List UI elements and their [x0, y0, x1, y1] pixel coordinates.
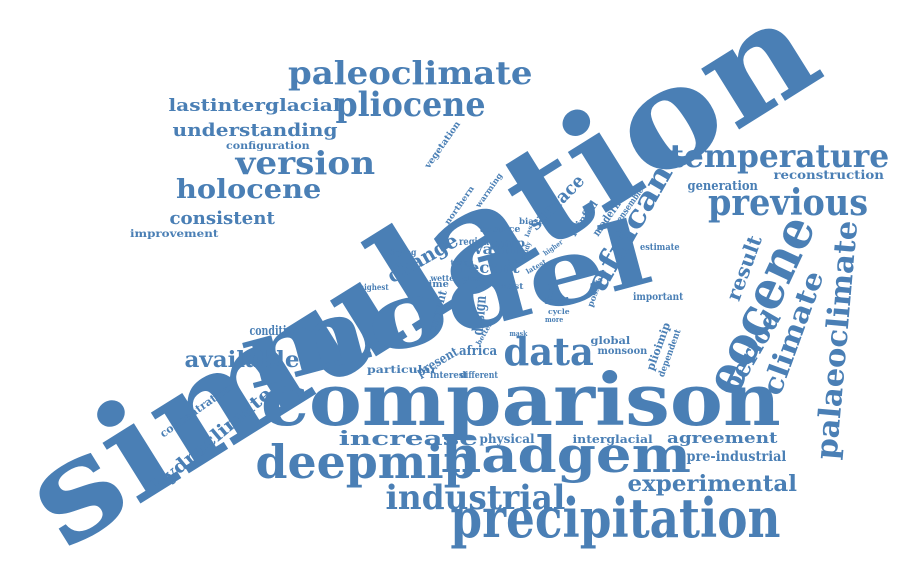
word-time: time	[423, 279, 449, 290]
word-version: version	[234, 144, 375, 182]
word-palaeoclimate: palaeoclimate	[809, 219, 866, 461]
word-improvement: improvement	[129, 229, 219, 240]
word-deepmip: deepmip	[255, 435, 476, 489]
word-agreement: agreement	[666, 428, 778, 447]
word-important: important	[633, 292, 684, 303]
word-estimate: estimate	[639, 242, 680, 253]
word-cycle: cycle	[548, 306, 570, 316]
word-generation: generation	[687, 178, 758, 194]
word-particular: particular	[366, 365, 438, 376]
word-hadgem: hadgem	[439, 425, 691, 484]
word-mask: mask	[508, 328, 527, 338]
word-understanding: understanding	[172, 120, 338, 141]
word-most: most	[498, 281, 524, 291]
word-different: different	[459, 370, 499, 381]
word-highest: highest	[358, 282, 389, 292]
word-use: use	[508, 258, 522, 265]
word-data: data	[502, 329, 594, 374]
word-monsoon: monsoon	[597, 346, 647, 357]
word-region: region	[459, 237, 490, 248]
word-lastinterglacial: lastinterglacial	[168, 95, 340, 116]
word-pmip: pmip	[488, 236, 526, 250]
word-pliocene: pliocene	[334, 85, 485, 125]
word-more: more	[545, 314, 564, 324]
word-africa: africa	[459, 343, 498, 359]
word-wetter: wetter	[429, 273, 458, 283]
word-pre-industrial: pre-industrial	[686, 449, 786, 465]
word-configuration: configuration	[226, 141, 310, 152]
word-today: today	[449, 257, 473, 267]
word-temperature: temperature	[668, 137, 889, 175]
word-holocene: holocene	[175, 175, 321, 205]
word-experimental: experimental	[627, 471, 797, 497]
word-auspice: auspice	[479, 224, 521, 235]
word-consistent: consistent	[169, 208, 275, 229]
word-industrial: industrial	[384, 478, 565, 518]
word-precipitation: precipitation	[449, 486, 780, 550]
word-increase: increase	[338, 426, 478, 450]
word-reconstruction: reconstruction	[772, 168, 884, 182]
word-interglacial: interglacial	[571, 432, 653, 446]
word-warm: warm	[467, 242, 519, 258]
word-previous: previous	[708, 182, 869, 224]
word-clear: clear	[462, 273, 488, 283]
word-condition: condition	[249, 323, 300, 339]
word-recent: recent	[460, 258, 520, 277]
word-physical: physical	[479, 432, 535, 446]
word-interest: interest	[429, 370, 468, 381]
word-level: level	[544, 296, 570, 307]
word-global: global	[590, 336, 630, 347]
word-biases: biases	[519, 216, 549, 226]
word-available: available	[184, 347, 300, 373]
word-comparison: comparison	[259, 357, 781, 442]
word-paleoclimate: paleoclimate	[287, 54, 533, 92]
word-drying: drying	[387, 247, 416, 257]
